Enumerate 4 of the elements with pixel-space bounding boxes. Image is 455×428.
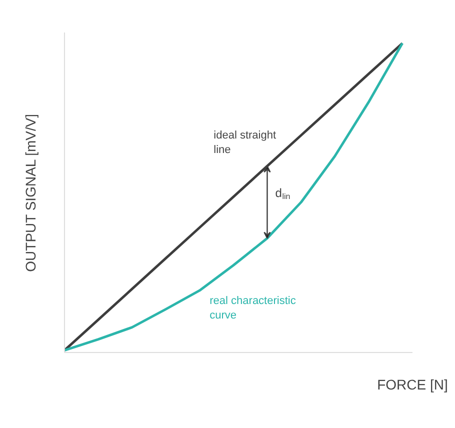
x-axis-title: FORCE [N] (377, 376, 448, 392)
y-axis-title: OUTPUT SIGNAL [mV/V] (22, 114, 38, 272)
series-label: ideal straight line (214, 130, 276, 156)
series-label: real characteristic curve (210, 294, 296, 322)
